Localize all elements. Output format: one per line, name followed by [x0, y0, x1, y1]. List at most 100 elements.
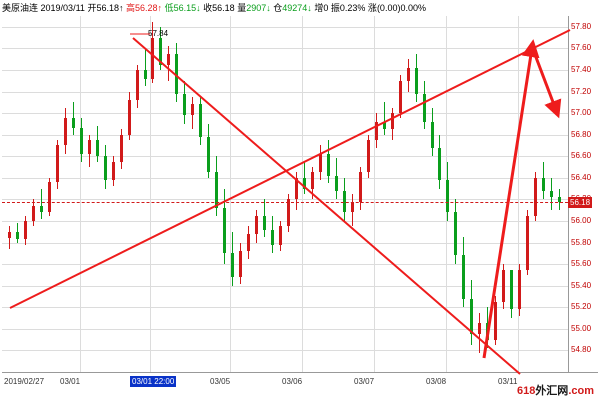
y-axis-tick: 55.40 [571, 280, 592, 290]
candle-body [382, 121, 386, 130]
candle-body [454, 212, 458, 256]
candle-body [143, 69, 147, 79]
x-axis-tick: 03/01 22:00 [130, 376, 177, 387]
candle [414, 16, 418, 372]
candle-body [287, 199, 290, 227]
candle-body [111, 161, 115, 180]
candle-body [446, 179, 450, 213]
volume-label: 量 [237, 3, 247, 13]
candle-body [159, 37, 163, 65]
candle [223, 16, 227, 372]
candle [87, 16, 91, 372]
candle [111, 16, 115, 372]
candle-body [103, 156, 107, 180]
candle [287, 16, 290, 372]
candle-body [167, 53, 171, 65]
x-axis-tick: 03/11 [498, 377, 518, 386]
symbol-name: 美原油连 [2, 3, 39, 13]
x-axis-tick: 03/06 [282, 377, 303, 386]
candle-body [486, 323, 490, 340]
high-label: 高 [126, 3, 136, 13]
candle [247, 16, 251, 372]
candle [71, 16, 75, 372]
candle-body [119, 134, 123, 162]
candle-body [271, 229, 275, 245]
candle [255, 16, 259, 372]
candle [143, 16, 147, 372]
watermark-dotcom: .com [568, 385, 594, 397]
candle [534, 16, 538, 372]
candle [422, 16, 426, 372]
candle [231, 16, 235, 372]
candle [63, 16, 67, 372]
candle [199, 16, 203, 372]
high-price-label: 57.84 [148, 29, 169, 38]
candle [239, 16, 243, 372]
amplitude-value: 0.23% [339, 3, 366, 13]
candle [494, 16, 498, 372]
candle [8, 16, 11, 372]
candle [159, 16, 163, 372]
watermark-word: 外汇网 [535, 385, 569, 397]
candle-body [71, 118, 75, 129]
candle [279, 16, 283, 372]
quote-header: 美原油连 2019/03/11 开56.18↑ 高56.28↑ 低56.15↓ … [2, 3, 426, 14]
candle [558, 16, 562, 372]
candle [191, 16, 195, 372]
y-axis-tick: 57.20 [571, 86, 592, 96]
x-axis-tick: 03/07 [354, 377, 375, 386]
candle [15, 16, 19, 372]
candle [430, 16, 434, 372]
low-label: 低 [164, 3, 174, 13]
candle [502, 16, 506, 372]
candle [31, 16, 35, 372]
y-axis-tick: 54.80 [571, 345, 592, 355]
candle [454, 16, 458, 372]
candle [55, 16, 59, 372]
candle-body [207, 136, 211, 173]
candle-body [334, 175, 338, 191]
candle-body [350, 201, 354, 213]
candle [350, 16, 354, 372]
candle [95, 16, 99, 372]
candle-body [175, 53, 179, 94]
y-axis-tick: 55.80 [571, 237, 592, 247]
candle-body [494, 301, 498, 340]
gridline-horizontal [2, 26, 568, 28]
candle-body [478, 323, 482, 335]
close-value: 56.18 [212, 3, 235, 13]
candle-body [294, 177, 298, 200]
candle-body [302, 177, 306, 189]
x-axis-tick: 03/08 [426, 377, 447, 386]
candle-body [366, 140, 370, 173]
candle-body [422, 93, 426, 122]
candle-body [390, 113, 394, 130]
candle-body [326, 154, 330, 176]
candle-body [430, 121, 434, 148]
candlestick-plot[interactable] [2, 16, 568, 372]
candle-body [87, 140, 91, 155]
candle [167, 16, 171, 372]
candle [462, 16, 466, 372]
candle-body [63, 118, 67, 146]
y-axis-tick: 57.00 [571, 108, 592, 118]
candle-body [183, 93, 187, 116]
candle [103, 16, 107, 372]
change-value: (0.00)0.00% [376, 3, 426, 13]
watermark-num: 618 [516, 385, 536, 397]
candle [119, 16, 123, 372]
last-price-line [2, 201, 568, 203]
volume-value: 2907↓ [246, 3, 271, 13]
candle [406, 16, 410, 372]
candle [294, 16, 298, 372]
candle-body [398, 80, 402, 114]
candle-body [79, 128, 83, 155]
candle [542, 16, 546, 372]
candle-body [526, 215, 530, 270]
candle-body [534, 177, 538, 216]
candle-body [462, 255, 466, 299]
candle [183, 16, 187, 372]
candle [310, 16, 314, 372]
quote-date: 2019/03/11 [40, 3, 85, 13]
candle [526, 16, 530, 372]
